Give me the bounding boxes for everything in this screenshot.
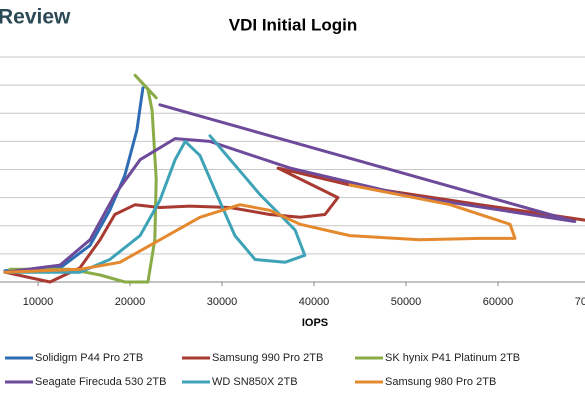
x-tick-label: 60000	[483, 296, 514, 308]
x-tick-label: 40000	[299, 296, 330, 308]
series-line	[8, 73, 158, 284]
chart-title: VDI Initial Login	[229, 15, 357, 34]
x-axis-label: IOPS	[302, 317, 328, 329]
series-line	[3, 166, 585, 284]
x-tick-label: 50000	[391, 296, 422, 308]
series-line	[3, 183, 517, 274]
x-tick-label: 20000	[115, 296, 146, 308]
legend-label: Samsung 990 Pro 2TB	[212, 352, 323, 364]
legend-label: SK hynix P41 Platinum 2TB	[385, 352, 520, 364]
legend-label: Solidigm P44 Pro 2TB	[35, 352, 143, 364]
x-tick-label: 10000	[23, 296, 54, 308]
series-line	[3, 103, 577, 274]
brand-logo: Review	[0, 6, 71, 29]
x-tick-label: 30000	[207, 296, 238, 308]
x-tick-label: 70000	[575, 296, 585, 308]
legend-label: Samsung 980 Pro 2TB	[385, 376, 496, 388]
series-line	[3, 86, 145, 273]
legend-label: Seagate Firecuda 530 2TB	[35, 376, 166, 388]
series-line	[3, 134, 307, 274]
legend-label: WD SN850X 2TB	[212, 376, 298, 388]
